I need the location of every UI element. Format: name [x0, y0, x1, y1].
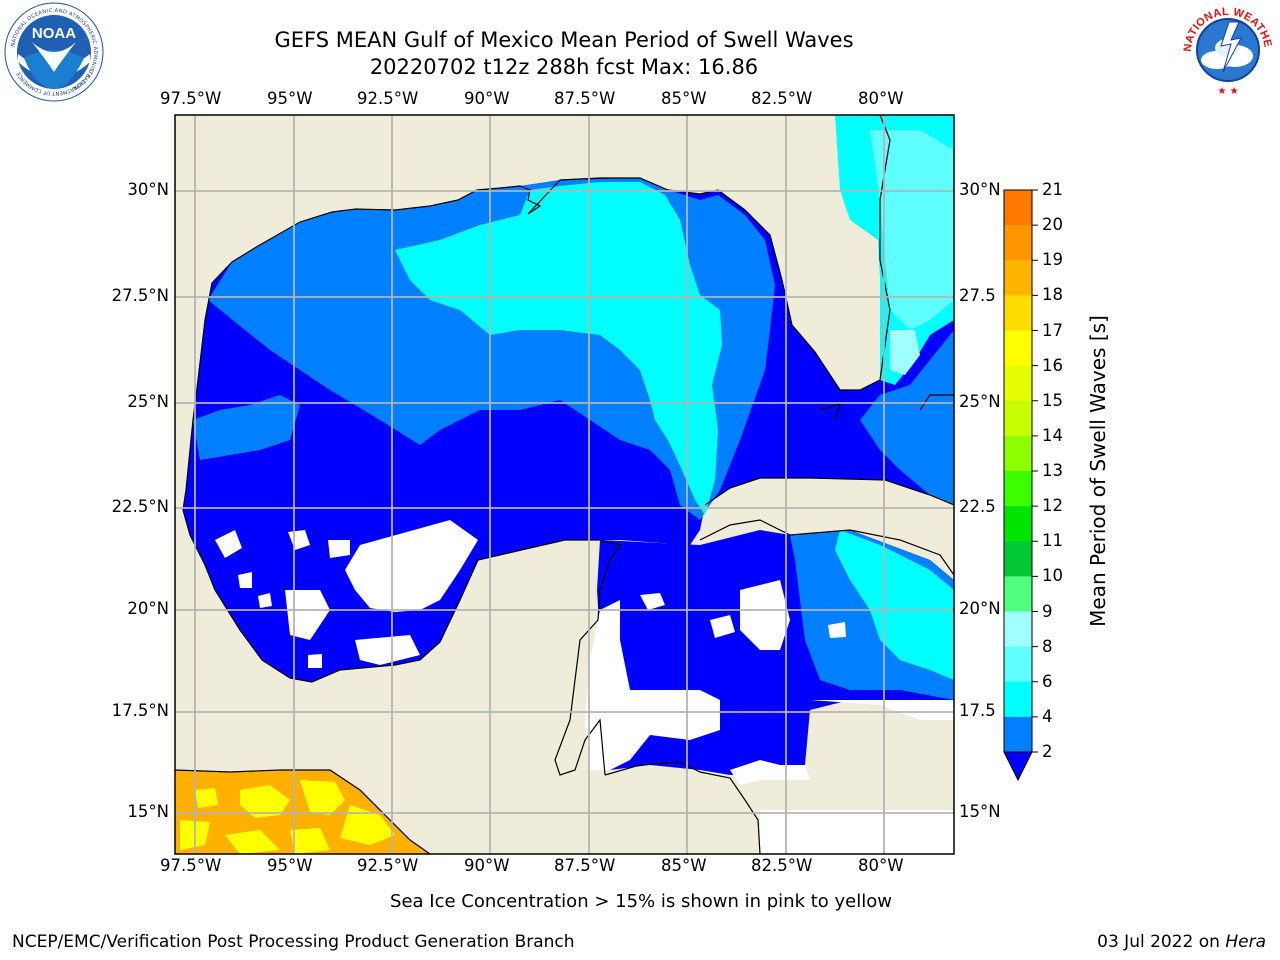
colorbar-tick-label: 11	[1042, 531, 1063, 551]
colorbar-tick-label: 16	[1042, 355, 1063, 375]
lon-label-bottom: 85°W	[661, 856, 707, 875]
nws-star-icon: ★ ★	[1217, 86, 1238, 97]
colorbar-segment	[1004, 576, 1032, 612]
pacific-field-yellow	[180, 780, 395, 854]
lat-label-right: 27.5	[959, 286, 996, 305]
lat-label-left: 27.5°N	[111, 286, 169, 305]
colorbar-segment	[1004, 716, 1032, 753]
nws-logo: NATIONAL WEATHER SERVICE ★ ★	[1177, 0, 1275, 97]
colorbar-tick-label: 15	[1042, 390, 1063, 410]
colorbar-tick-label: 6	[1042, 671, 1053, 691]
lat-label-left: 30°N	[127, 180, 169, 199]
colorbar-segment	[1004, 260, 1032, 296]
chart-title: GEFS MEAN Gulf of Mexico Mean Period of …	[274, 28, 854, 52]
coastlines	[175, 115, 954, 854]
lat-label-right: 30°N	[959, 180, 1001, 199]
swell-band-9	[890, 330, 920, 375]
map-frame	[174, 114, 955, 855]
noaa-logo: NOAA NATIONAL OCEANIC AND ATMOSPHERIC AD…	[4, 2, 104, 102]
lat-label-right: 22.5	[959, 497, 996, 516]
colorbar-segment	[1004, 225, 1032, 261]
colorbar-tick-label: 12	[1042, 496, 1063, 516]
colorbar-under-triangle	[1003, 751, 1033, 782]
colorbar-tick-label: 21	[1042, 180, 1063, 199]
colorbar-segment	[1004, 330, 1032, 367]
colorbar-tick-label: 19	[1042, 250, 1063, 270]
colorbar-tick-label: 18	[1042, 285, 1063, 305]
lon-label-bottom: 87.5°W	[554, 856, 616, 875]
lat-label-right: 25°N	[959, 392, 1001, 411]
colorbar-tick-label: 10	[1042, 566, 1063, 586]
graticule	[175, 115, 954, 854]
lon-label-bottom: 80°W	[858, 856, 904, 875]
colorbar-segment	[1004, 506, 1032, 542]
lon-label-bottom: 95°W	[267, 856, 313, 875]
ice-note: Sea Ice Concentration > 15% is shown in …	[390, 891, 892, 912]
colorbar	[1003, 189, 1038, 782]
swell-band-4b	[193, 395, 300, 460]
colorbar-segment	[1004, 541, 1032, 577]
colorbar-segment	[1004, 646, 1032, 683]
branch-credit: NCEP/EMC/Verification Post Processing Pr…	[12, 932, 575, 952]
lon-label-top: 85°W	[661, 89, 707, 108]
colorbar-label: Mean Period of Swell Waves [s]	[1086, 315, 1110, 627]
lon-label-bottom: 82.5°W	[751, 856, 813, 875]
host-name: Hera	[1225, 932, 1266, 952]
lon-label-top: 95°W	[267, 89, 313, 108]
colorbar-segment	[1004, 400, 1032, 437]
chart-subtitle: 20220702 t12z 288h fcst Max: 16.86	[369, 55, 759, 79]
lat-label-left: 15°N	[127, 802, 169, 821]
colorbar-segment	[1004, 190, 1032, 226]
colorbar-tick-label: 2	[1042, 742, 1053, 761]
colorbar-tick-label: 4	[1042, 706, 1053, 726]
noaa-wordmark: NOAA	[32, 25, 76, 42]
colorbar-segment	[1004, 681, 1032, 718]
colorbar-segment	[1004, 365, 1032, 402]
lon-label-top: 92.5°W	[357, 89, 419, 108]
lat-label-right: 17.5	[959, 701, 996, 720]
swell-band-8	[870, 130, 954, 330]
lat-label-left: 25°N	[127, 392, 169, 411]
colorbar-segment	[1004, 471, 1032, 507]
swell-band-4d	[860, 330, 954, 505]
lon-label-bottom: 97.5°W	[160, 856, 222, 875]
lon-label-top: 97.5°W	[160, 89, 222, 108]
lat-label-left: 20°N	[127, 599, 169, 618]
swell-band-6c	[835, 530, 954, 680]
lon-label-bottom: 92.5°W	[357, 856, 419, 875]
colorbar-tick-label: 14	[1042, 425, 1063, 445]
lon-label-top: 82.5°W	[751, 89, 813, 108]
colorbar-tick-label: 13	[1042, 461, 1063, 480]
lat-label-left: 22.5°N	[111, 497, 169, 516]
lon-label-bottom: 90°W	[464, 856, 510, 875]
colorbar-tick-label: 20	[1042, 215, 1063, 235]
lon-label-top: 90°W	[464, 89, 510, 108]
swell-band-6	[395, 182, 722, 515]
lat-label-right: 15°N	[959, 802, 1001, 821]
run-date: 03 Jul 2022 on Hera	[1097, 932, 1266, 952]
colorbar-tick-label: 8	[1042, 636, 1053, 656]
colorbar-tick-label: 17	[1042, 320, 1063, 340]
lat-label-right: 20°N	[959, 599, 1001, 618]
colorbar-segment	[1004, 295, 1032, 331]
colorbar-segment	[1004, 611, 1032, 648]
lat-label-left: 17.5°N	[111, 701, 169, 720]
colorbar-segment	[1004, 435, 1032, 472]
colorbar-tick-label: 9	[1042, 601, 1053, 621]
lon-label-top: 80°W	[858, 89, 904, 108]
lon-label-top: 87.5°W	[554, 89, 616, 108]
